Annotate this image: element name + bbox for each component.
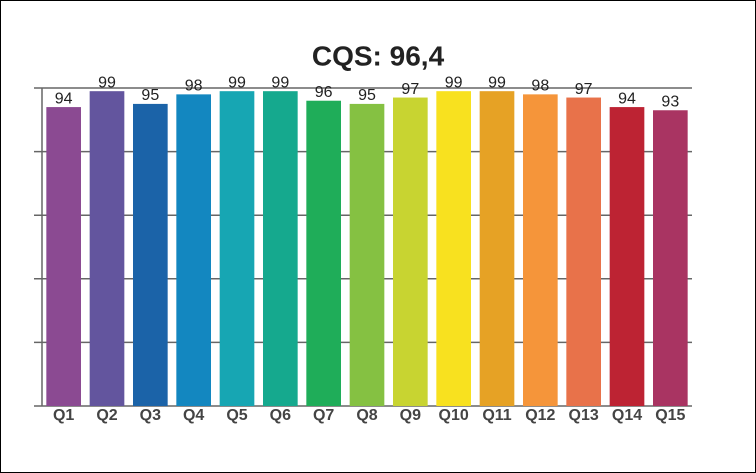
bar xyxy=(653,110,688,406)
x-tick-label: Q2 xyxy=(96,407,117,424)
value-label: 95 xyxy=(358,87,376,104)
bar xyxy=(523,94,558,407)
x-tick-label: Q7 xyxy=(313,407,334,424)
value-label: 99 xyxy=(271,74,289,91)
x-tick-label: Q14 xyxy=(612,407,642,424)
value-label: 96 xyxy=(315,84,333,101)
bar xyxy=(436,91,471,407)
value-label: 95 xyxy=(141,87,159,104)
x-tick-label: Q9 xyxy=(400,407,421,424)
value-label: 93 xyxy=(661,93,679,110)
value-label: 98 xyxy=(531,78,549,95)
bar xyxy=(133,103,168,407)
bar xyxy=(89,91,125,407)
value-label: 99 xyxy=(488,74,506,91)
bar xyxy=(566,97,601,406)
value-label: 97 xyxy=(401,81,419,98)
x-tick-label: Q4 xyxy=(183,407,204,424)
x-tick-label: Q13 xyxy=(569,407,599,424)
bar xyxy=(479,91,515,407)
value-label: 99 xyxy=(98,74,116,91)
x-tick-label: Q3 xyxy=(140,407,161,424)
bar xyxy=(349,103,385,407)
x-tick-label: Q5 xyxy=(226,407,247,424)
x-tick-label: Q11 xyxy=(482,407,511,424)
bar xyxy=(263,91,298,407)
value-label: 99 xyxy=(445,74,463,91)
bar xyxy=(393,97,428,406)
value-label: 97 xyxy=(575,81,593,98)
value-label: 99 xyxy=(228,74,246,91)
bar xyxy=(46,107,81,406)
x-tick-label: Q1 xyxy=(53,407,74,424)
bar xyxy=(306,100,341,406)
value-label: 94 xyxy=(618,90,636,107)
x-tick-label: Q15 xyxy=(655,407,685,424)
x-tick-label: Q6 xyxy=(270,407,291,424)
bar xyxy=(176,94,211,407)
x-tick-label: Q8 xyxy=(356,407,377,424)
value-label: 98 xyxy=(185,78,203,95)
chart-title: CQS: 96,4 xyxy=(312,40,445,71)
bar xyxy=(609,107,645,406)
x-tick-label: Q10 xyxy=(439,407,469,424)
bar xyxy=(219,91,255,407)
x-tick-label: Q12 xyxy=(525,407,555,424)
value-label: 94 xyxy=(55,90,73,107)
